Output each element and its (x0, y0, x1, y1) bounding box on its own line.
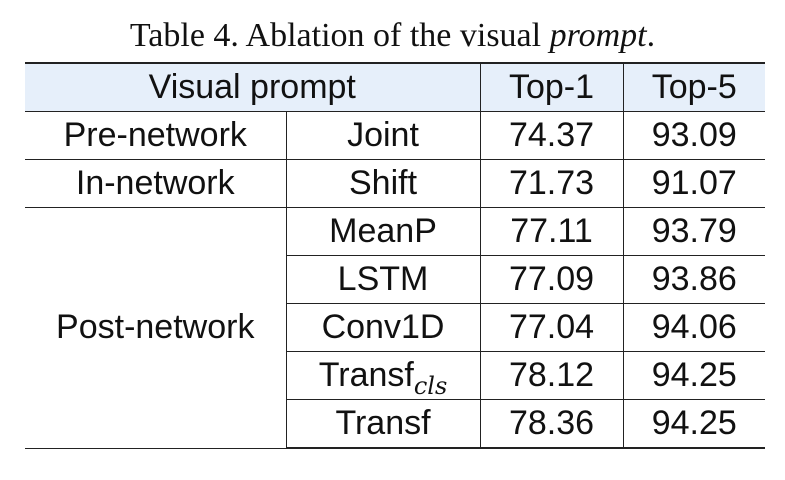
caption-prefix: Table 4. Ablation of the visual (129, 17, 550, 54)
top1-cell: 77.09 (479, 255, 624, 304)
group-post-network: Post-network (25, 207, 287, 449)
table-row: In-network Shift 71.73 91.07 (25, 159, 766, 208)
caption-suffix: . (646, 17, 656, 54)
top1-cell: 71.73 (479, 159, 624, 208)
table-row: Transf 78.36 94.25 (25, 399, 766, 449)
table-row: Pre-network Joint 74.37 93.09 (25, 111, 766, 160)
header-top5: Top-5 (622, 62, 766, 112)
method-cell: Conv1D (286, 303, 481, 352)
top5-cell: 94.25 (622, 399, 766, 449)
method-cell: Shift (285, 159, 481, 208)
top5-cell: 91.07 (622, 159, 766, 208)
table-caption: Table 4. Ablation of the visual prompt. (0, 14, 785, 58)
header-row: Visual prompt Top-1 Top-5 (25, 62, 766, 112)
group-pre-network: Pre-network (25, 111, 287, 160)
top1-cell: 78.12 (479, 351, 624, 400)
header-visual-prompt: Visual prompt (25, 62, 481, 112)
method-name: Transf (318, 356, 414, 394)
top1-cell: 77.04 (479, 303, 624, 352)
top1-cell: 78.36 (479, 399, 624, 449)
method-subscript: cls (413, 372, 448, 400)
table-row: Post-network MeanP 77.11 93.79 (25, 207, 766, 449)
table-row: Transfcls 78.12 94.25 (25, 351, 766, 400)
top1-cell: 77.11 (479, 207, 624, 256)
table-row: Conv1D 77.04 94.06 (25, 303, 766, 352)
method-cell: Transfcls (286, 351, 481, 400)
top5-cell: 94.25 (622, 351, 766, 400)
top5-cell: 93.09 (622, 111, 766, 160)
ablation-table: Visual prompt Top-1 Top-5 Pre-network Jo… (25, 62, 766, 449)
method-cell: Joint (285, 111, 481, 160)
top5-cell: 93.79 (622, 207, 766, 256)
top5-cell: 94.06 (622, 303, 766, 352)
group-in-network: In-network (25, 159, 287, 208)
top5-cell: 93.86 (622, 255, 766, 304)
method-cell: MeanP (285, 207, 481, 256)
method-cell: LSTM (286, 255, 481, 304)
top1-cell: 74.37 (479, 111, 624, 160)
caption-italic: prompt (549, 17, 647, 54)
method-cell: Transf (286, 399, 481, 449)
table-row: LSTM 77.09 93.86 (25, 255, 766, 304)
header-top1: Top-1 (479, 62, 624, 112)
